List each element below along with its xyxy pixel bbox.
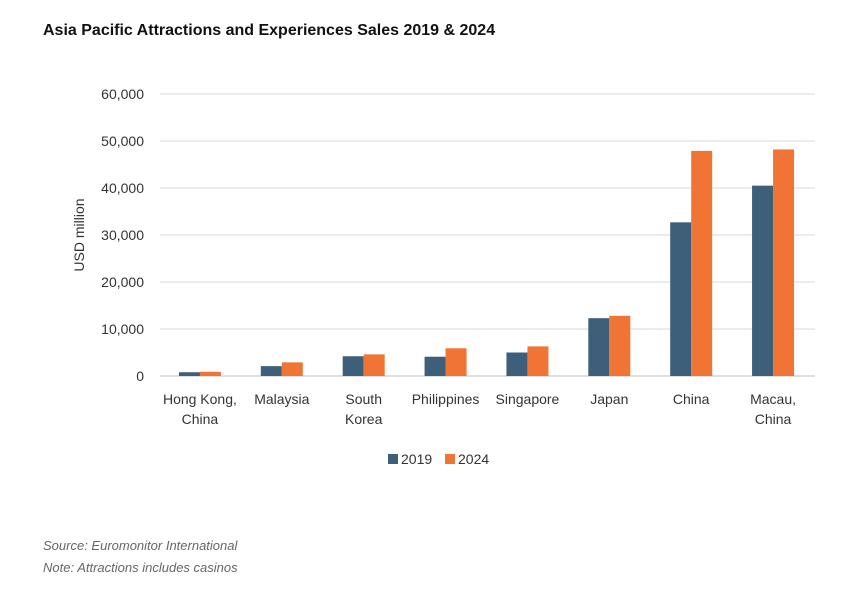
source-note: Source: Euromonitor International — [43, 538, 238, 553]
bar-2019-7 — [752, 185, 774, 376]
bar-2019-4 — [506, 352, 528, 376]
y-tick-label: 40,000 — [101, 180, 144, 196]
bar-2019-0 — [178, 372, 200, 376]
x-tick-label: China — [673, 391, 710, 407]
y-tick-label: 0 — [136, 368, 144, 384]
bar-2024-2 — [363, 354, 385, 376]
y-tick-label: 20,000 — [101, 274, 144, 290]
y-tick-label: 10,000 — [101, 321, 144, 337]
x-tick-label: South Korea — [345, 391, 383, 427]
chart-title: Asia Pacific Attractions and Experiences… — [43, 22, 496, 39]
bar-2019-6 — [670, 222, 692, 376]
bar-2024-4 — [527, 346, 549, 376]
bar-2024-5 — [609, 315, 631, 376]
y-axis-label: USD million — [71, 198, 87, 271]
legend-swatch-2024 — [445, 454, 455, 464]
x-tick-label: Malaysia — [254, 391, 309, 407]
x-tick-label: Singapore — [496, 391, 560, 407]
bar-2024-7 — [773, 149, 795, 376]
legend-label-2019: 2019 — [401, 451, 432, 467]
bar-2024-6 — [691, 150, 713, 376]
bar-2019-1 — [260, 366, 282, 376]
x-tick-label: Macau, China — [750, 391, 796, 427]
legend-label-2024: 2024 — [458, 451, 489, 467]
y-tick-label: 50,000 — [101, 133, 144, 149]
bar-2024-0 — [199, 371, 221, 376]
bar-2019-3 — [424, 356, 446, 376]
legend-swatch-2019 — [388, 454, 398, 464]
x-tick-label: Hong Kong, China — [163, 391, 237, 427]
bar-2019-2 — [342, 356, 364, 376]
y-tick-label: 30,000 — [101, 227, 144, 243]
bar-2019-5 — [588, 318, 610, 376]
bar-2024-1 — [281, 362, 303, 376]
y-tick-label: 60,000 — [101, 86, 144, 102]
footnote: Note: Attractions includes casinos — [43, 560, 238, 575]
x-tick-label: Philippines — [412, 391, 480, 407]
x-tick-label: Japan — [590, 391, 628, 407]
bar-2024-3 — [445, 348, 467, 376]
